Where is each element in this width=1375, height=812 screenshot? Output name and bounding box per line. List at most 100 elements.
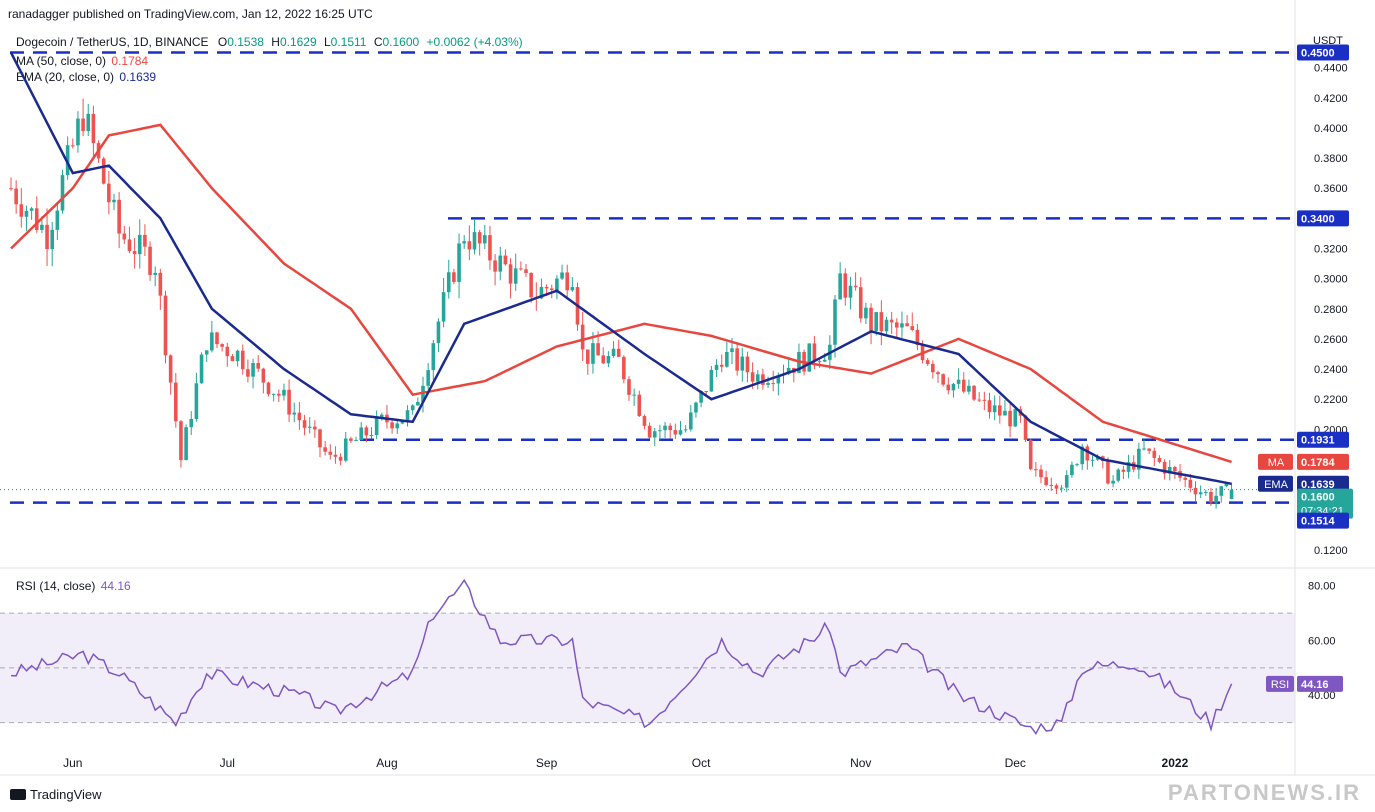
time-label: Nov	[850, 756, 871, 770]
candle-body	[426, 370, 430, 386]
candle-body	[271, 393, 276, 395]
ema-price-box	[1297, 475, 1349, 492]
candle-body	[915, 329, 920, 346]
candle-body	[431, 343, 436, 371]
candle-body	[771, 383, 775, 385]
price-tick-label: 0.3800	[1314, 153, 1348, 165]
candle-body	[410, 405, 415, 411]
candle-body	[987, 400, 992, 413]
candle-body	[549, 288, 554, 290]
candle-body	[215, 332, 219, 345]
candle-body	[1219, 486, 1224, 496]
candle-body	[158, 272, 163, 296]
candles	[9, 98, 1234, 509]
candle-body	[539, 286, 544, 299]
candle-body	[822, 359, 827, 362]
candle-body	[204, 350, 209, 355]
candle-body	[1167, 467, 1172, 474]
ma-value: 0.1784	[111, 54, 149, 68]
price-tick-label: 0.2600	[1314, 334, 1348, 346]
candle-body	[9, 188, 13, 190]
candle-body	[436, 321, 441, 344]
ohlc-change: +0.0062 (+4.03%)	[426, 35, 523, 49]
price-tick-label: 0.2400	[1314, 364, 1348, 376]
candle-body	[637, 394, 642, 417]
time-label: Jun	[63, 756, 82, 770]
rsi-value-box	[1297, 675, 1343, 692]
candle-body	[498, 255, 503, 272]
symbol-name: Dogecoin / TetherUS, 1D, BINANCE	[16, 35, 209, 49]
footer-brand[interactable]: TradingView	[10, 787, 102, 802]
candle-body	[931, 363, 935, 373]
candle-body	[107, 183, 111, 203]
candle-body	[1157, 457, 1162, 462]
candle-body	[776, 375, 781, 384]
candle-body	[1183, 477, 1187, 480]
candle-body	[750, 372, 755, 382]
candle-body	[50, 229, 54, 250]
candle-body	[416, 401, 420, 406]
price-tick-label: 0.4400	[1314, 63, 1348, 75]
candle-body	[1059, 487, 1064, 489]
level-0193-tag-box	[1297, 431, 1349, 448]
time-label: Jul	[220, 756, 235, 770]
rsi-value: 44.16	[100, 579, 131, 593]
brand-text: TradingView	[30, 787, 102, 802]
candle-body	[895, 322, 899, 328]
candle-body	[40, 224, 44, 230]
candle-body	[86, 113, 91, 132]
ema-legend[interactable]: EMA (20, close, 0) 0.1639	[16, 70, 156, 84]
level-045-tag-value: 0.4500	[1301, 48, 1335, 60]
candle-body	[359, 427, 363, 441]
candle-body	[591, 343, 595, 364]
candle-body	[709, 369, 714, 392]
candle-body	[524, 269, 528, 273]
ohlc-low-label: L	[323, 35, 331, 49]
horizontal-levels	[0, 51, 1295, 504]
ohlc-high-label: H	[271, 35, 280, 49]
price-tick-label: 0.4000	[1314, 123, 1348, 135]
level-034-tag-box	[1297, 210, 1349, 227]
candle-body	[864, 307, 868, 319]
time-label: Sep	[536, 756, 558, 770]
ma-legend[interactable]: MA (50, close, 0) 0.1784	[16, 54, 148, 68]
candle-body	[848, 285, 853, 298]
candle-body	[174, 382, 178, 422]
candle-body	[606, 355, 611, 364]
candle-body	[1162, 461, 1167, 474]
price-tick-label: 0.4200	[1314, 93, 1348, 105]
candle-body	[1090, 459, 1095, 461]
candle-body	[307, 426, 312, 428]
ohlc-low: 0.1511	[330, 35, 367, 49]
candle-body	[137, 234, 142, 255]
candle-body	[1008, 410, 1012, 427]
candle-body	[390, 422, 394, 429]
candle-body	[163, 295, 168, 356]
candle-body	[586, 349, 590, 364]
candle-body	[405, 410, 410, 421]
candle-body	[1229, 489, 1234, 499]
candle-body	[318, 429, 322, 448]
candle-body	[282, 389, 286, 396]
candle-body	[1028, 439, 1033, 470]
candle-body	[452, 272, 456, 282]
rsi-legend[interactable]: RSI (14, close) 44.16	[16, 579, 131, 593]
candle-body	[297, 412, 302, 421]
level-0151-tag-box	[1297, 512, 1349, 529]
candle-body	[235, 350, 240, 362]
candle-body	[1044, 477, 1048, 485]
ma-price-tag-box	[1258, 453, 1293, 470]
candle-body	[328, 451, 333, 455]
rsi-band-fill	[0, 613, 1295, 723]
publish-info: ranadagger published on TradingView.com,…	[8, 7, 373, 21]
ma-label: MA (50, close, 0)	[16, 54, 107, 68]
currency-label: USDT	[1313, 35, 1343, 47]
time-axis[interactable]: Jun Jul Aug Sep Oct Nov Dec 2022	[63, 756, 1188, 770]
candle-body	[91, 113, 96, 144]
candle-body	[678, 430, 683, 435]
time-label: 2022	[1162, 756, 1189, 770]
candle-body	[266, 382, 271, 395]
candle-body	[153, 272, 157, 275]
candle-body	[395, 423, 400, 429]
